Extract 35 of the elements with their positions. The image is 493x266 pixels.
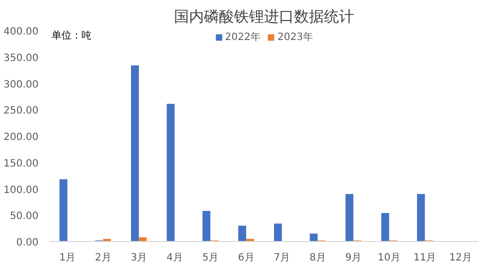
x-tick-label: 12月	[449, 252, 472, 264]
bar	[310, 234, 318, 242]
x-tick-label: 7月	[274, 252, 290, 264]
y-tick-label: 0.00	[16, 238, 38, 248]
y-tick-label: 250.00	[4, 106, 39, 117]
bar	[166, 104, 175, 242]
x-tick-label: 1月	[59, 252, 76, 264]
y-tick-label: 100.00	[4, 184, 39, 196]
annotation: 单位：吨	[51, 30, 92, 42]
bar	[346, 194, 354, 242]
x-tick-label: 9月	[345, 252, 362, 264]
x-tick-label: 8月	[309, 252, 326, 264]
x-tick-label: 5月	[202, 252, 219, 264]
x-tick-label: 3月	[130, 252, 148, 264]
x-tick-label: 10月	[378, 252, 400, 264]
chart-title: 国内磷酸铁锂进口数据统计	[174, 8, 354, 26]
x-tick-label: 6月	[238, 252, 254, 264]
x-tick-label: 4月	[166, 252, 183, 264]
y-tick-label: 300.00	[4, 79, 39, 90]
bar	[274, 224, 282, 242]
y-tick-label: 50.00	[10, 211, 39, 222]
y-tick-label: 400.00	[4, 26, 39, 38]
legend-label: 2023年	[278, 31, 313, 44]
legend-label: 2022年	[225, 31, 260, 44]
bar	[131, 65, 139, 242]
y-tick-label: 350.00	[4, 52, 39, 64]
bar	[202, 210, 210, 242]
bar	[238, 226, 246, 242]
x-tick-label: 11月	[414, 252, 436, 264]
y-tick-label: 150.00	[4, 158, 39, 170]
bar	[417, 194, 425, 242]
x-tick-label: 2月	[94, 252, 112, 264]
y-tick-label: 200.00	[4, 132, 39, 143]
bar	[381, 213, 390, 242]
bar	[60, 179, 68, 242]
